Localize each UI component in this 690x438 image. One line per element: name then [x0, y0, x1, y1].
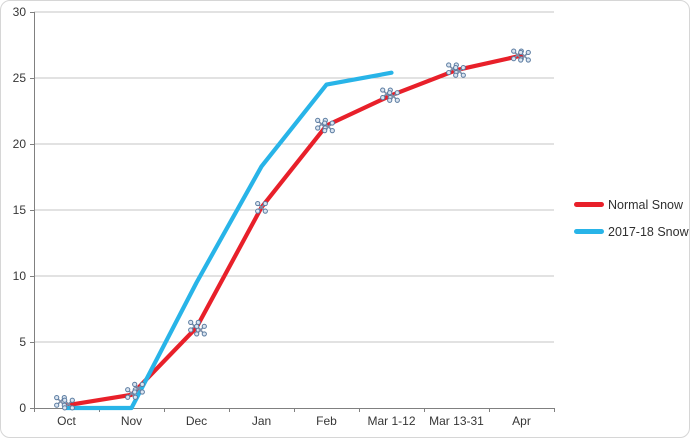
y-axis-label: 15 [13, 203, 27, 217]
data-point-marker [255, 200, 268, 214]
legend-item-2017-18-snow[interactable]: 2017-18 Snow [574, 218, 689, 245]
y-axis-label: 5 [19, 335, 26, 349]
x-axis-label: Mar 13-31 [429, 414, 484, 428]
snow-2017-18-line-swatch [574, 229, 604, 234]
y-axis-label: 25 [13, 71, 27, 85]
legend-label: 2017-18 Snow [608, 224, 689, 239]
legend-label: Normal Snow [608, 197, 684, 212]
x-axis-label: Feb [316, 414, 337, 428]
series-line-normal-snow[interactable] [64, 53, 524, 408]
data-point-marker [518, 49, 531, 63]
data-point-marker [132, 381, 145, 395]
x-axis-label: Dec [186, 414, 207, 428]
normal-snow-line-swatch [574, 202, 604, 207]
data-point-marker [387, 90, 400, 103]
x-axis-label: Oct [57, 414, 76, 428]
y-axis-label: 10 [13, 269, 27, 283]
series-line-2017-18-snow[interactable] [64, 70, 394, 411]
data-point-marker [54, 395, 67, 408]
x-axis-label: Nov [121, 414, 142, 428]
y-axis-label: 30 [13, 5, 27, 19]
legend-item-normal-snow[interactable]: Normal Snow [574, 191, 689, 218]
data-point-marker [62, 397, 75, 411]
data-point-marker [453, 65, 466, 78]
x-axis-label: Mar 1-12 [367, 414, 415, 428]
legend: Normal Snow 2017-18 Snow [574, 191, 689, 245]
y-axis-label: 20 [13, 137, 27, 151]
x-axis-label: Jan [252, 414, 271, 428]
data-point-marker [322, 120, 335, 134]
x-axis-label: Apr [512, 414, 531, 428]
y-axis-label: 0 [19, 401, 26, 415]
data-point-marker [194, 323, 207, 337]
